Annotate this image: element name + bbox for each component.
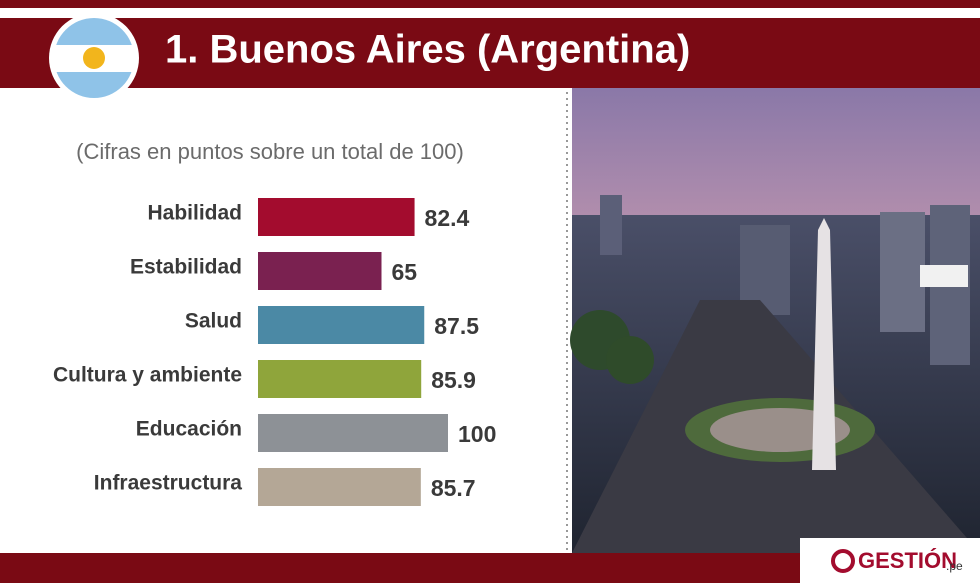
- value-label: 85.9: [431, 367, 476, 393]
- logo-icon: [831, 549, 855, 573]
- logo-box: [800, 538, 980, 583]
- bar: [258, 252, 382, 290]
- category-label: Estabilidad: [130, 256, 242, 279]
- value-label: 85.7: [431, 475, 476, 501]
- category-label: Educación: [136, 418, 242, 441]
- category-label: Salud: [185, 310, 242, 333]
- logo-suffix: .pe: [946, 559, 963, 573]
- category-label: Habilidad: [147, 202, 242, 225]
- logo-name: GESTIÓN: [858, 548, 957, 573]
- bar: [258, 198, 415, 236]
- value-label: 87.5: [434, 313, 479, 339]
- value-label: 65: [392, 259, 418, 285]
- bar: [258, 414, 448, 452]
- category-label: Cultura y ambiente: [53, 364, 242, 387]
- chart-title: 1. Buenos Aires (Argentina): [165, 28, 690, 72]
- top-strip: [0, 0, 980, 8]
- header-band: [0, 18, 980, 88]
- bar: [258, 306, 425, 344]
- category-label: Infraestructura: [94, 472, 243, 495]
- value-label: 82.4: [425, 205, 470, 231]
- flag: [49, 13, 139, 103]
- value-label: 100: [458, 421, 496, 447]
- bar: [258, 360, 422, 398]
- chart-subtitle: (Cifras en puntos sobre un total de 100): [76, 139, 464, 164]
- city-photo: [570, 88, 980, 553]
- bar: [258, 468, 421, 506]
